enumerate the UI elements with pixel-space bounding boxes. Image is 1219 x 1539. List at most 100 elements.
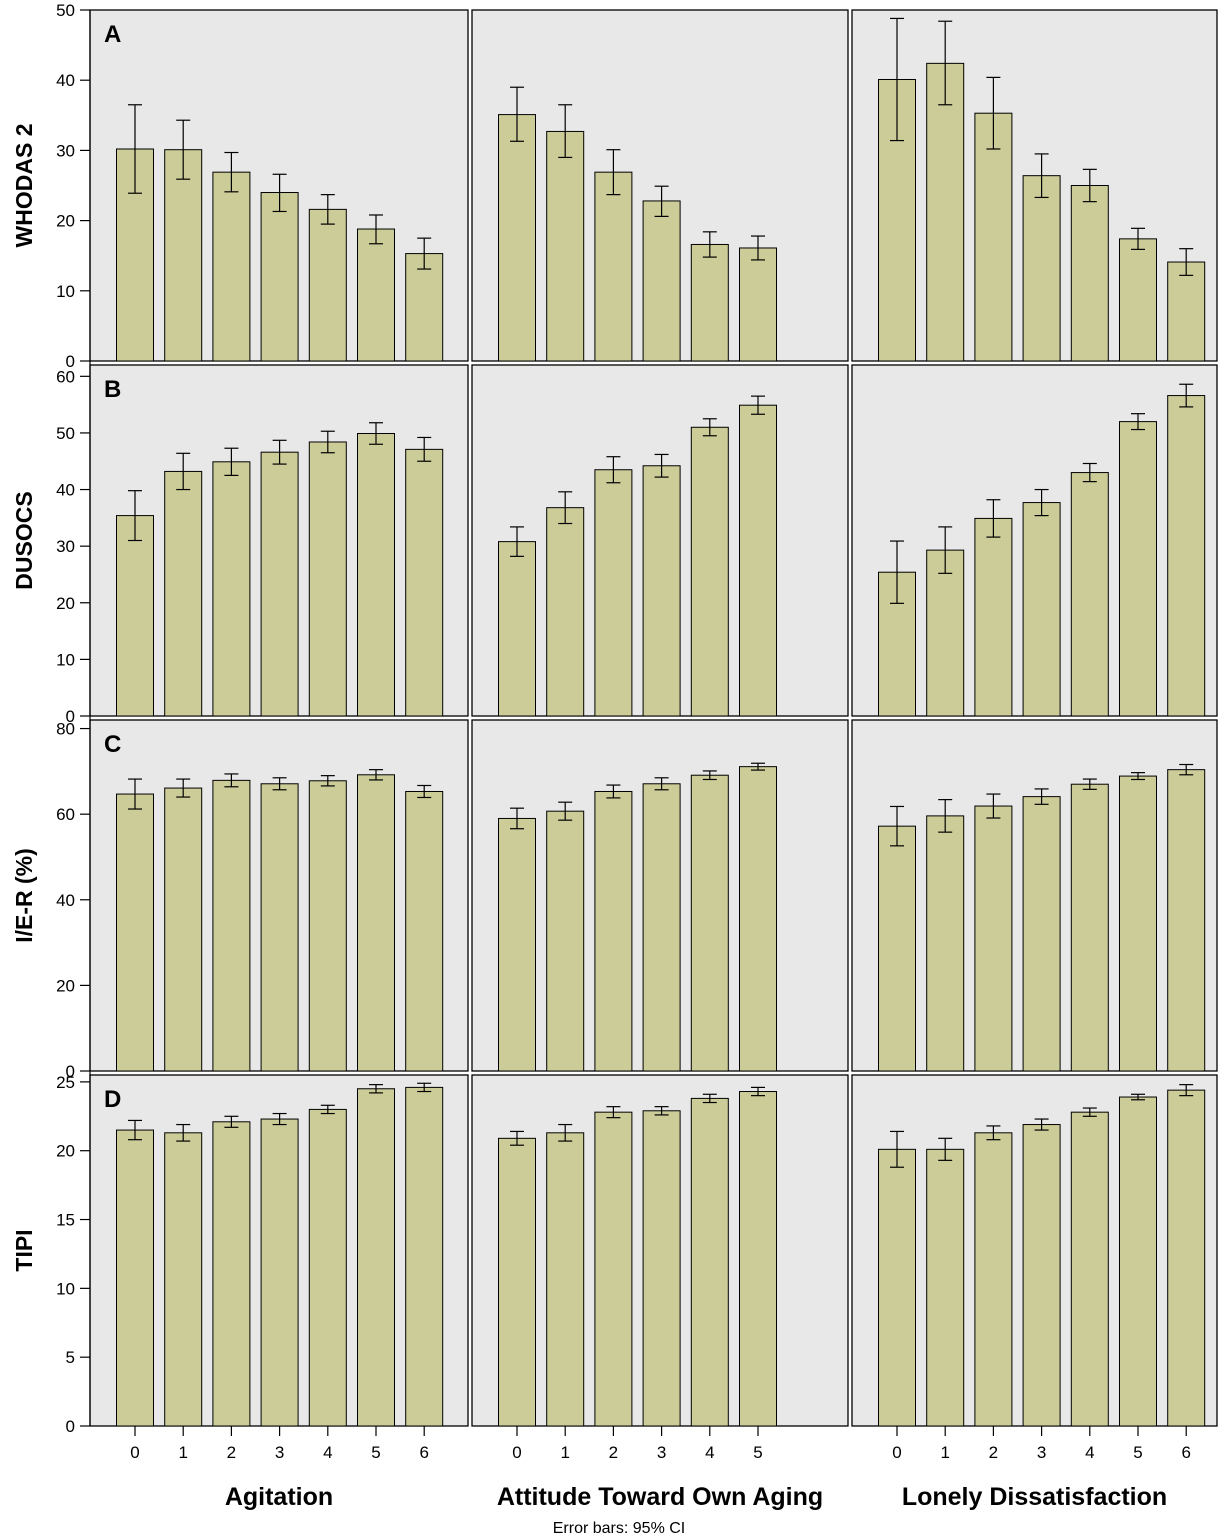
bar (546, 1132, 585, 1427)
bar (878, 825, 916, 1072)
x-axis-label: Lonely Dissatisfaction (902, 1483, 1167, 1511)
y-tick-label: 40 (56, 891, 75, 910)
x-tick-label: 3 (275, 1443, 284, 1462)
bar (260, 192, 299, 362)
bar (116, 793, 154, 1072)
bar (498, 817, 536, 1072)
bar (642, 200, 681, 362)
bar (357, 433, 395, 717)
bar (1022, 1124, 1061, 1427)
bar (739, 1091, 777, 1427)
bar (1167, 395, 1206, 717)
x-tick-label: 6 (1181, 1443, 1190, 1462)
y-tick-label: 40 (56, 71, 75, 90)
bar (1167, 1089, 1206, 1427)
bar (1119, 238, 1157, 362)
bar (546, 507, 585, 717)
x-tick-label: 1 (560, 1443, 569, 1462)
bar (739, 404, 777, 717)
y-tick-label: 0 (66, 1417, 75, 1436)
x-tick-label: 5 (1133, 1443, 1142, 1462)
y-tick-label: 60 (56, 805, 75, 824)
x-tick-label: 2 (227, 1443, 236, 1462)
bar (498, 114, 536, 362)
bar (212, 171, 251, 362)
bar (260, 783, 299, 1072)
y-tick-label: 10 (56, 282, 75, 301)
bar (164, 149, 203, 362)
x-tick-label: 1 (940, 1443, 949, 1462)
bar (212, 1121, 251, 1427)
bar (1119, 1096, 1157, 1427)
bar (594, 790, 633, 1072)
y-tick-label: 20 (56, 976, 75, 995)
y-tick-label: 30 (56, 537, 75, 556)
bar (1167, 261, 1206, 362)
bar (498, 1137, 536, 1427)
x-tick-label: 4 (323, 1443, 332, 1462)
bar (357, 774, 395, 1072)
x-tick-label: 5 (753, 1443, 762, 1462)
y-tick-label: 20 (56, 1142, 75, 1161)
x-tick-label: 3 (657, 1443, 666, 1462)
x-tick-label: 6 (419, 1443, 428, 1462)
panel-letter: A (104, 21, 121, 48)
y-tick-label: 10 (56, 1279, 75, 1298)
bar (1070, 185, 1109, 362)
x-axis-label: Attitude Toward Own Aging (497, 1483, 823, 1511)
bar (690, 243, 729, 362)
y-axis-label: I/E-R (%) (11, 848, 37, 943)
y-tick-label: 10 (56, 650, 75, 669)
bar (642, 465, 681, 717)
y-axis-label: DUSOCS (11, 491, 37, 589)
bar (116, 515, 154, 717)
y-axis-label: WHODAS 2 (11, 124, 37, 248)
bar (1022, 796, 1061, 1072)
bar (926, 815, 965, 1072)
x-tick-label: 1 (178, 1443, 187, 1462)
y-tick-label: 5 (66, 1348, 75, 1367)
y-tick-label: 30 (56, 141, 75, 160)
bar (926, 1148, 965, 1427)
bar (164, 470, 203, 717)
bar (164, 787, 203, 1072)
x-tick-label: 0 (130, 1443, 139, 1462)
bar (308, 1108, 347, 1427)
bar (594, 171, 633, 362)
bar (974, 112, 1013, 362)
bar (1022, 502, 1061, 717)
y-tick-label: 25 (56, 1073, 75, 1092)
panel-letter: C (104, 731, 121, 758)
x-tick-label: 2 (989, 1443, 998, 1462)
bar (405, 448, 444, 717)
bar (357, 1088, 395, 1427)
bar (1119, 421, 1157, 717)
y-tick-label: 60 (56, 367, 75, 386)
bar (690, 1097, 729, 1427)
bar (974, 805, 1013, 1072)
bar (1070, 472, 1109, 717)
bar (405, 1086, 444, 1427)
bar (308, 208, 347, 362)
bar (974, 1132, 1013, 1427)
bar (1070, 1111, 1109, 1427)
bar (212, 461, 251, 717)
y-tick-label: 0 (66, 352, 75, 371)
y-tick-label: 0 (66, 1062, 75, 1081)
bar (594, 469, 633, 717)
bar (690, 774, 729, 1072)
x-tick-label: 0 (892, 1443, 901, 1462)
bar (405, 253, 444, 362)
bar (1022, 175, 1061, 362)
x-tick-label: 4 (705, 1443, 714, 1462)
x-tick-label: 4 (1085, 1443, 1094, 1462)
y-tick-label: 50 (56, 424, 75, 443)
x-tick-label: 2 (609, 1443, 618, 1462)
y-tick-label: 20 (56, 212, 75, 231)
bar (212, 779, 251, 1072)
y-tick-label: 80 (56, 720, 75, 739)
bar (642, 783, 681, 1072)
bar (690, 426, 729, 717)
bar (642, 1110, 681, 1427)
